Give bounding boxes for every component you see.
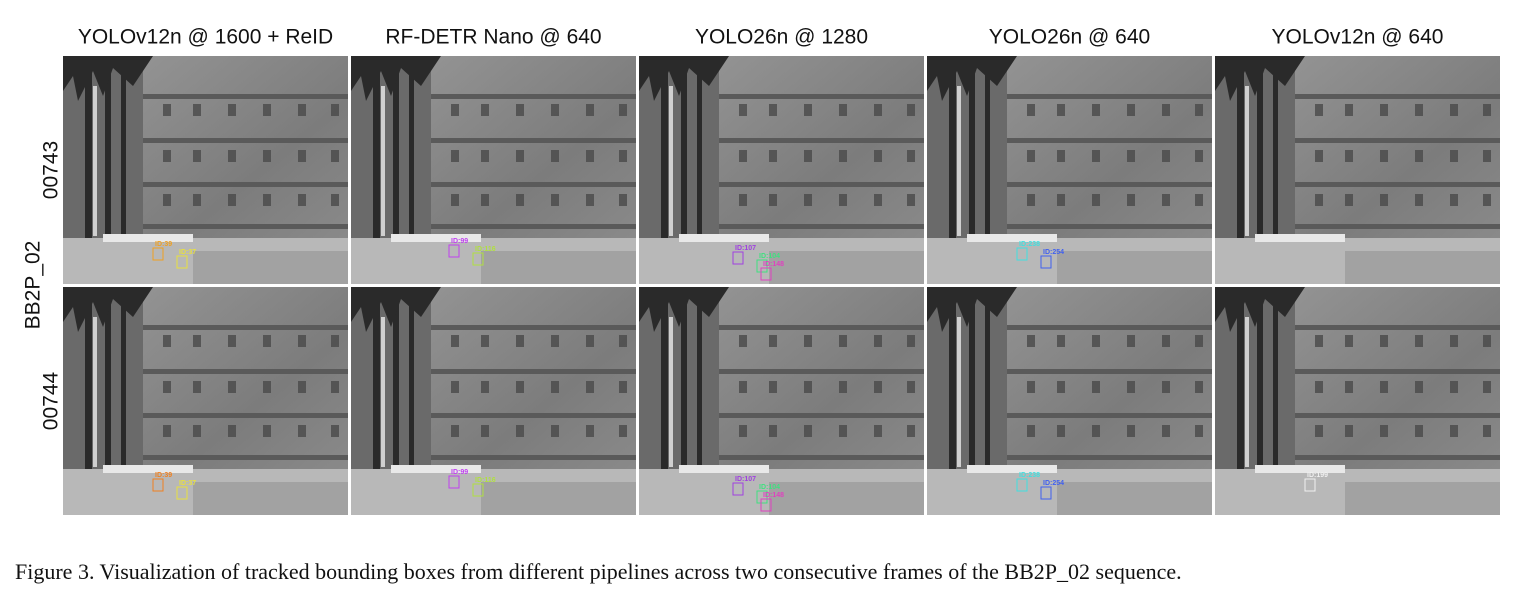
thermal-frame xyxy=(639,287,924,515)
bounding-box xyxy=(756,490,768,504)
thermal-frame xyxy=(927,287,1212,515)
track-id: ID:107 xyxy=(735,476,756,483)
track-id: ID:99 xyxy=(451,238,468,245)
thermal-frame xyxy=(63,56,348,284)
bounding-box xyxy=(176,486,188,500)
panel xyxy=(1215,56,1500,284)
track-id: ID:148 xyxy=(763,492,784,499)
panel: ID:99 ID:116 xyxy=(351,56,636,284)
bounding-box xyxy=(1016,478,1028,492)
track-id: ID:199 xyxy=(1307,472,1328,479)
bounding-box xyxy=(472,483,484,497)
bounding-box xyxy=(152,247,164,261)
track-id: ID:39 xyxy=(155,241,172,248)
bounding-box xyxy=(760,267,772,281)
bounding-box xyxy=(760,498,772,512)
panel: ID:199 xyxy=(1215,287,1500,515)
track-id: ID:99 xyxy=(451,469,468,476)
column-header: RF-DETR Nano @ 640 xyxy=(385,26,601,49)
bounding-box xyxy=(1016,247,1028,261)
column-header: YOLOv12n @ 640 xyxy=(1272,26,1444,49)
column-header: YOLO26n @ 640 xyxy=(989,26,1150,49)
bounding-box xyxy=(152,478,164,492)
track-id: ID:148 xyxy=(763,261,784,268)
frame-label: 00744 xyxy=(40,371,63,430)
bounding-box xyxy=(472,252,484,266)
track-id: ID:254 xyxy=(1043,249,1064,256)
bounding-box xyxy=(756,259,768,273)
bounding-box xyxy=(1040,486,1052,500)
track-id: ID:116 xyxy=(475,477,496,484)
thermal-frame xyxy=(927,56,1212,284)
panel: ID:99 ID:116 xyxy=(351,287,636,515)
bounding-box xyxy=(448,475,460,489)
bounding-box xyxy=(732,482,744,496)
panel: ID:39 ID:37 xyxy=(63,287,348,515)
thermal-frame xyxy=(1215,287,1500,515)
track-id: ID:238 xyxy=(1019,241,1040,248)
column-header: YOLOv12n @ 1600 + ReID xyxy=(78,26,333,49)
track-id: ID:37 xyxy=(179,249,196,256)
thermal-frame xyxy=(639,56,924,284)
bounding-box xyxy=(1040,255,1052,269)
caption: Figure 3. Visualization of tracked bound… xyxy=(15,559,1182,584)
thermal-frame xyxy=(1215,56,1500,284)
frame-label: 00743 xyxy=(40,141,63,199)
panel: ID:39 ID:37 xyxy=(63,56,348,284)
track-id: ID:37 xyxy=(179,480,196,487)
column-header: YOLO26n @ 1280 xyxy=(695,26,868,49)
track-id: ID:238 xyxy=(1019,472,1040,479)
track-id: ID:104 xyxy=(759,253,780,260)
track-id: ID:254 xyxy=(1043,480,1064,487)
bounding-box xyxy=(1304,478,1316,492)
track-id: ID:104 xyxy=(759,484,780,491)
track-id: ID:116 xyxy=(475,246,496,253)
track-id: ID:107 xyxy=(735,245,756,252)
thermal-frame xyxy=(63,287,348,515)
bounding-box xyxy=(448,244,460,258)
bounding-box xyxy=(176,255,188,269)
bounding-box xyxy=(732,251,744,265)
track-id: ID:39 xyxy=(155,472,172,479)
sequence-label: BB2P_02 xyxy=(22,241,45,330)
column-headers: YOLOv12n @ 1600 + ReID RF-DETR Nano @ 640… xyxy=(78,26,1444,49)
